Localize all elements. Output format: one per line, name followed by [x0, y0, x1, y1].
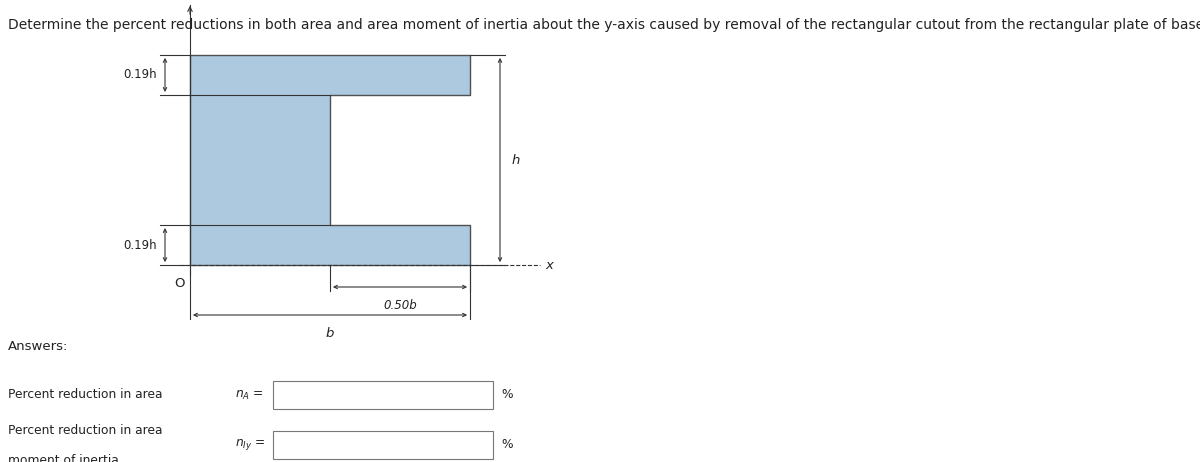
Text: $n_{Iy}$ =: $n_{Iy}$ =: [235, 438, 265, 452]
Text: Determine the percent reductions in both area and area moment of inertia about t: Determine the percent reductions in both…: [8, 18, 1200, 32]
Text: Answers:: Answers:: [8, 340, 68, 353]
Text: 0.19h: 0.19h: [124, 238, 157, 251]
Text: Percent reduction in area: Percent reduction in area: [8, 424, 162, 437]
Text: %: %: [502, 438, 512, 451]
Text: moment of inertia: moment of inertia: [8, 454, 119, 462]
Text: x: x: [545, 259, 553, 272]
Text: h: h: [512, 153, 521, 166]
Text: b: b: [326, 327, 334, 340]
Polygon shape: [190, 55, 470, 265]
Text: Percent reduction in area: Percent reduction in area: [8, 389, 162, 401]
Text: $n_A$ =: $n_A$ =: [235, 389, 264, 401]
Text: O: O: [174, 276, 185, 290]
Text: 0.19h: 0.19h: [124, 68, 157, 81]
Bar: [274, 381, 493, 409]
Text: %: %: [502, 389, 512, 401]
Text: 0.50b: 0.50b: [383, 299, 416, 312]
Bar: [274, 431, 493, 459]
